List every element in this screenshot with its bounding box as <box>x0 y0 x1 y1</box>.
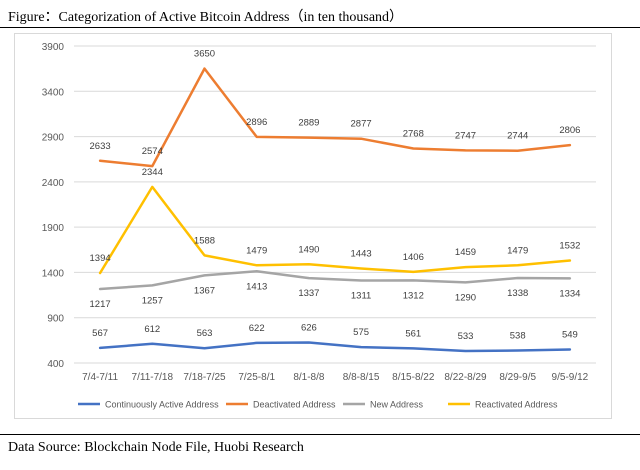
x-tick-label: 7/11-7/18 <box>132 372 174 383</box>
data-label: 1312 <box>403 290 424 301</box>
data-label: 533 <box>458 331 474 342</box>
data-label: 626 <box>301 323 317 334</box>
data-label: 538 <box>510 331 526 342</box>
series-lines <box>98 67 572 353</box>
x-tick-label: 7/18-7/25 <box>183 372 226 383</box>
data-label: 1413 <box>246 281 267 292</box>
data-label: 3650 <box>194 49 215 60</box>
data-label: 563 <box>197 328 213 339</box>
x-tick-label: 8/1-8/8 <box>293 372 325 383</box>
gridlines <box>74 45 596 364</box>
legend-label: Continuously Active Address <box>105 400 219 410</box>
y-tick-label: 3400 <box>42 87 65 98</box>
series-line <box>98 67 572 168</box>
data-label: 1367 <box>194 285 215 296</box>
series-line <box>98 185 572 275</box>
data-source: Data Source: Blockchain Node File, Huobi… <box>8 440 304 455</box>
data-label: 1588 <box>194 235 215 246</box>
data-label: 2344 <box>142 167 163 178</box>
data-label: 2747 <box>455 130 476 141</box>
chart-frame <box>14 33 612 419</box>
data-label: 1290 <box>455 292 476 303</box>
data-label: 549 <box>562 330 578 341</box>
data-label: 1406 <box>403 252 424 263</box>
x-axis-ticks: 7/4-7/11 7/11-7/18 7/18-7/25 7/25-8/1 8/1-8/… <box>82 372 589 383</box>
y-tick-label: 2400 <box>42 178 65 189</box>
legend-label: Reactivated Address <box>475 400 558 410</box>
legend-label: New Address <box>370 400 424 410</box>
data-label: 1479 <box>246 245 267 256</box>
data-label: 1490 <box>298 244 319 255</box>
y-tick-label: 900 <box>47 314 64 325</box>
data-label: 575 <box>353 327 369 338</box>
series-line <box>98 341 572 353</box>
y-tick-label: 3900 <box>42 42 65 53</box>
data-label: 2744 <box>507 131 528 142</box>
legend-label: Deactivated Address <box>253 400 336 410</box>
data-label: 2768 <box>403 129 424 140</box>
y-tick-label: 2900 <box>42 133 65 144</box>
data-label: 1334 <box>559 288 580 299</box>
data-label: 2574 <box>142 146 163 157</box>
data-label: 2806 <box>559 125 580 136</box>
series-line <box>98 270 572 291</box>
y-tick-label: 400 <box>47 359 64 370</box>
data-label: 1311 <box>351 290 371 301</box>
data-label: 1217 <box>90 299 111 310</box>
data-label: 1257 <box>142 295 163 306</box>
legend: Continuously Active Address Deactivated A… <box>78 400 558 410</box>
data-label: 2877 <box>351 119 372 130</box>
y-axis-ticks: 400 900 1400 1900 2400 2900 3400 3900 <box>42 42 65 370</box>
x-tick-label: 9/5-9/12 <box>552 372 589 383</box>
data-label: 1394 <box>90 253 111 264</box>
x-tick-label: 8/15-8/22 <box>392 372 435 383</box>
x-tick-label: 7/25-8/1 <box>238 372 275 383</box>
x-tick-label: 8/22-8/29 <box>444 372 487 383</box>
figure-title: Figure：Categorization of Active Bitcoin … <box>8 10 404 25</box>
data-label: 1459 <box>455 247 476 258</box>
x-tick-label: 7/4-7/11 <box>82 372 118 383</box>
x-tick-label: 8/29-9/5 <box>499 372 536 383</box>
data-label: 1338 <box>507 288 528 299</box>
data-label: 2896 <box>246 117 267 128</box>
data-label: 2633 <box>90 141 111 152</box>
x-tick-label: 8/8-8/15 <box>343 372 380 383</box>
data-label: 2889 <box>298 118 319 129</box>
y-tick-label: 1900 <box>42 223 65 234</box>
data-label: 1443 <box>351 249 372 260</box>
data-label: 612 <box>144 324 160 335</box>
title-rule <box>0 27 640 28</box>
data-label: 1479 <box>507 245 528 256</box>
source-rule <box>0 434 640 435</box>
data-label: 561 <box>405 328 421 339</box>
data-label: 622 <box>249 323 265 334</box>
data-label: 567 <box>92 328 108 339</box>
data-label: 1337 <box>298 288 319 299</box>
data-label: 1532 <box>559 240 580 251</box>
y-tick-label: 1400 <box>42 268 65 279</box>
data-labels: 567 612 563 622 626 575 561 533 538 549 2633 2574 36… <box>90 49 581 342</box>
